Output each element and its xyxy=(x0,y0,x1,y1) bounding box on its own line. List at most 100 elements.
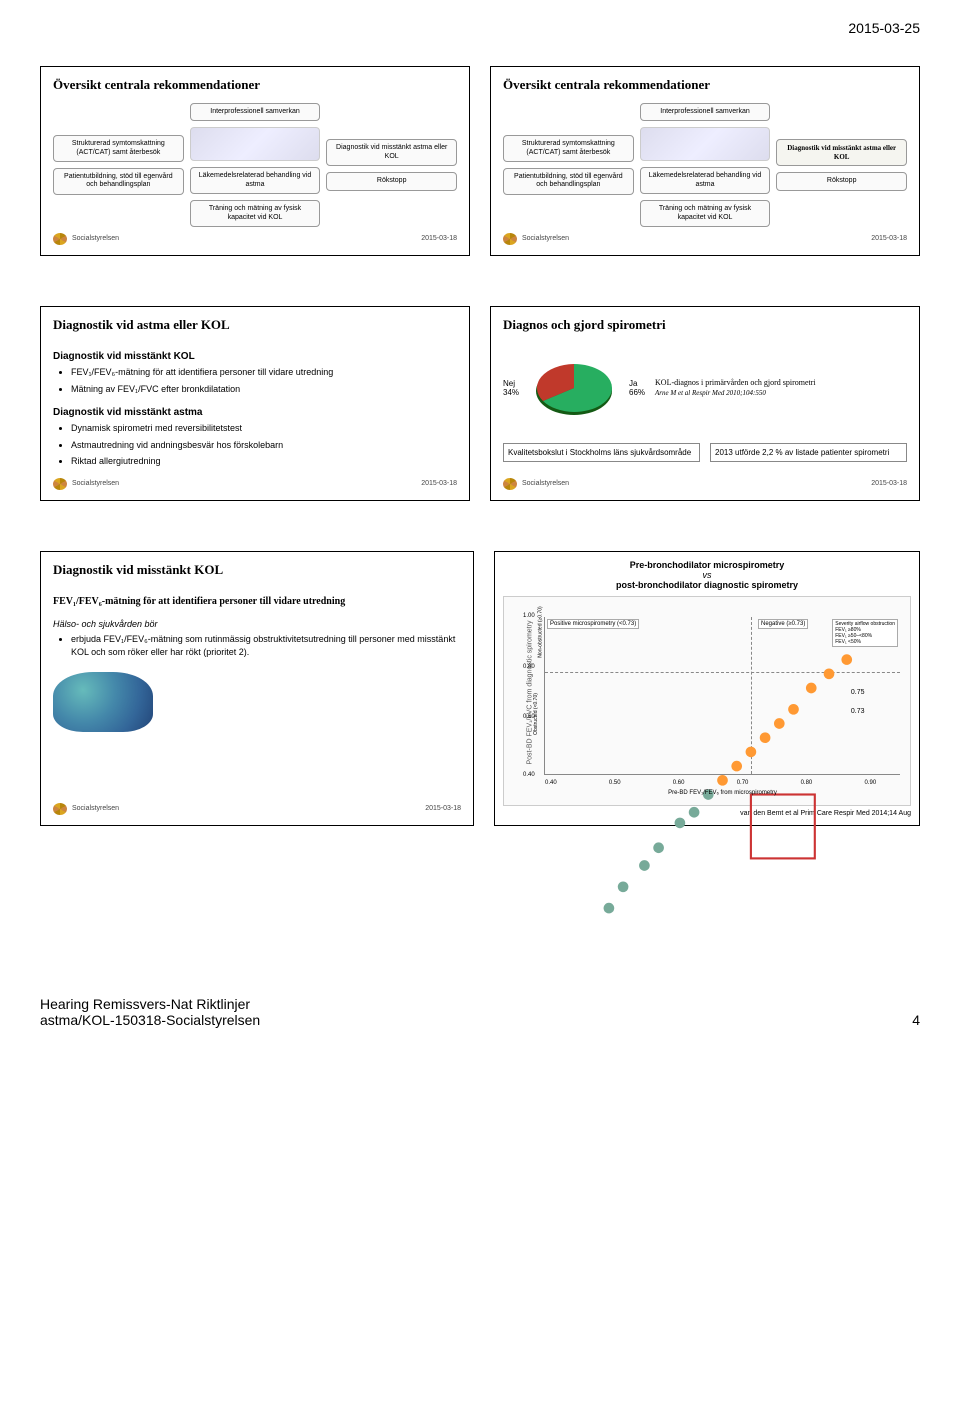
pie-ja-text: Ja xyxy=(629,379,645,388)
footer-date: 2015-03-18 xyxy=(421,235,457,242)
logo-icon xyxy=(503,478,517,490)
page-footer: Hearing Remissvers-Nat Riktlinjer astma/… xyxy=(40,996,920,1028)
footer-org: Socialstyrelsen xyxy=(522,235,569,242)
slide-footer: Socialstyrelsen 2015-03-18 xyxy=(53,233,457,245)
slide5-lead: Hälso- och sjukvården bör xyxy=(53,619,461,629)
slide3-title: Diagnostik vid astma eller KOL xyxy=(53,317,457,333)
list-item: Riktad allergiutredning xyxy=(71,455,457,468)
cycle-box: Läkemedelsrelaterad behandling vid astma xyxy=(640,167,771,194)
slide1-title: Översikt centrala rekommendationer xyxy=(53,77,457,93)
cycle-box: Träning och mätning av fysisk kapacitet … xyxy=(190,200,321,227)
slide-3: Diagnostik vid astma eller KOL Diagnosti… xyxy=(40,306,470,501)
pie-ja-pct: 66% xyxy=(629,388,645,397)
xtick: 0.50 xyxy=(609,780,621,786)
header-date: 2015-03-25 xyxy=(40,20,920,36)
footer-org: Socialstyrelsen xyxy=(72,480,119,487)
footer-org: Socialstyrelsen xyxy=(72,235,119,242)
scatter-plot-container: Post-BD FEV₁/FVC from diagnostic spirome… xyxy=(503,596,911,806)
cycle-box: Läkemedelsrelaterad behandling vid astma xyxy=(190,167,321,194)
slide-2: Översikt centrala rekommendationer Struk… xyxy=(490,66,920,256)
ref-val: 0.75 xyxy=(851,689,865,696)
footer-date: 2015-03-18 xyxy=(421,480,457,487)
slide4-title: Diagnos och gjord spirometri xyxy=(503,317,907,333)
slide-5: Diagnostik vid misstänkt KOL FEV₁/FEV₆-m… xyxy=(40,551,474,826)
xtick: 0.60 xyxy=(673,780,685,786)
slide5-list: erbjuda FEV₁/FEV₆-mätning som rutinmässi… xyxy=(53,633,461,662)
spirometer-image xyxy=(53,672,153,732)
slide-row-2: Diagnostik vid astma eller KOL Diagnosti… xyxy=(40,306,920,501)
cycle-box: Rökstopp xyxy=(326,172,457,190)
slide-footer: Socialstyrelsen 2015-03-18 xyxy=(503,478,907,490)
ytick: 0.80 xyxy=(523,664,535,670)
scatter-title-vs: vs xyxy=(503,570,911,580)
slide-footer: Socialstyrelsen 2015-03-18 xyxy=(503,233,907,245)
footer-org: Socialstyrelsen xyxy=(522,480,569,487)
x-axis-label: Pre-BD FEV₁/FEV₆ from microspirometry xyxy=(545,790,900,796)
slide3-subhead2: Diagnostik vid misstänkt astma xyxy=(53,407,457,418)
page-number: 4 xyxy=(912,1012,920,1028)
logo-icon xyxy=(53,478,67,490)
cycle-photo xyxy=(190,127,321,161)
logo-icon xyxy=(53,233,67,245)
footer-date: 2015-03-18 xyxy=(871,235,907,242)
stat-boxes: Kvalitetsbokslut i Stockholms läns sjukv… xyxy=(503,443,907,462)
cycle-box: Strukturerad symtomskattning (ACT/CAT) s… xyxy=(53,135,184,162)
cycle-box: Diagnostik vid misstänkt astma eller KOL xyxy=(326,139,457,166)
footer-date: 2015-03-18 xyxy=(425,805,461,812)
slide-4: Diagnos och gjord spirometri Nej 34% Ja … xyxy=(490,306,920,501)
ref-val: 0.73 xyxy=(851,708,865,715)
scatter-title-l2: post-bronchodilator diagnostic spirometr… xyxy=(503,580,911,590)
slide3-list2: Dynamisk spirometri med reversibilitetst… xyxy=(53,422,457,472)
pie-caption: KOL-diagnos i primärvården och gjord spi… xyxy=(655,378,816,397)
list-item: Mätning av FEV₁/FVC efter bronkdilatatio… xyxy=(71,383,457,396)
cycle-box: Interprofessionell samverkan xyxy=(190,103,321,121)
cycle-box: Rökstopp xyxy=(776,172,907,190)
slide-footer: Socialstyrelsen 2015-03-18 xyxy=(53,478,457,490)
cycle-box: Patientutbildning, stöd till egenvård oc… xyxy=(53,168,184,195)
slide-row-3: Diagnostik vid misstänkt KOL FEV₁/FEV₆-m… xyxy=(40,551,920,826)
footer-org: Socialstyrelsen xyxy=(72,805,119,812)
xtick: 0.80 xyxy=(801,780,813,786)
scatter-title: Pre-bronchodilator microspirometry vs po… xyxy=(503,560,911,590)
footer-line2: astma/KOL-150318-Socialstyrelsen xyxy=(40,1012,260,1028)
footer-line1: Hearing Remissvers-Nat Riktlinjer xyxy=(40,996,260,1012)
stat-box: 2013 utförde 2,2 % av listade patienter … xyxy=(710,443,907,462)
slide5-title: Diagnostik vid misstänkt KOL xyxy=(53,562,461,578)
list-item: FEV₁/FEV₆-mätning för att identifiera pe… xyxy=(71,366,457,379)
xtick: 0.90 xyxy=(865,780,877,786)
cycle-diagram-1: Strukturerad symtomskattning (ACT/CAT) s… xyxy=(53,103,457,227)
slide3-subhead1: Diagnostik vid misstänkt KOL xyxy=(53,351,457,362)
pie-caption-ref: Arne M et al Respir Med 2010;104:550 xyxy=(655,389,816,398)
slide-row-1: Översikt centrala rekommendationer Struk… xyxy=(40,66,920,256)
list-item: Astmautredning vid andningsbesvär hos fö… xyxy=(71,439,457,452)
slide-1: Översikt centrala rekommendationer Struk… xyxy=(40,66,470,256)
ytick: 1.00 xyxy=(523,613,535,619)
cycle-box: Träning och mätning av fysisk kapacitet … xyxy=(640,200,771,227)
slide2-title: Översikt centrala rekommendationer xyxy=(503,77,907,93)
scatter-title-l1: Pre-bronchodilator microspirometry xyxy=(503,560,911,570)
stat-box: Kvalitetsbokslut i Stockholms läns sjukv… xyxy=(503,443,700,462)
pie-nej-pct: 34% xyxy=(503,388,519,397)
xtick: 0.40 xyxy=(545,780,557,786)
xtick: 0.70 xyxy=(737,780,749,786)
logo-icon xyxy=(503,233,517,245)
cycle-box: Strukturerad symtomskattning (ACT/CAT) s… xyxy=(503,135,634,162)
pie-label-ja: Ja 66% xyxy=(629,379,645,397)
y-thresh-non: Non-obstructed (≥0.70) xyxy=(538,607,544,658)
cycle-box-highlight: Diagnostik vid misstänkt astma eller KOL xyxy=(776,139,907,166)
pie-wrap: Nej 34% Ja 66% KOL-diagnos i primärvårde… xyxy=(503,353,907,423)
logo-icon xyxy=(53,803,67,815)
ytick: 0.60 xyxy=(523,714,535,720)
slide3-list1: FEV₁/FEV₆-mätning för att identifiera pe… xyxy=(53,366,457,399)
pie-label-nej: Nej 34% xyxy=(503,379,519,397)
scatter-plot: Positive microspirometry (<0.73) Negativ… xyxy=(544,617,900,775)
slide-6: Pre-bronchodilator microspirometry vs po… xyxy=(494,551,920,826)
cycle-photo xyxy=(640,127,771,161)
cycle-box: Patientutbildning, stöd till egenvård oc… xyxy=(503,168,634,195)
pie-caption-text: KOL-diagnos i primärvården och gjord spi… xyxy=(655,378,816,388)
cycle-diagram-2: Strukturerad symtomskattning (ACT/CAT) s… xyxy=(503,103,907,227)
slide5-subhead: FEV₁/FEV₆-mätning för att identifiera pe… xyxy=(53,596,461,607)
ytick: 0.40 xyxy=(523,772,535,778)
list-item: Dynamisk spirometri med reversibilitetst… xyxy=(71,422,457,435)
list-item: erbjuda FEV₁/FEV₆-mätning som rutinmässi… xyxy=(71,633,461,658)
